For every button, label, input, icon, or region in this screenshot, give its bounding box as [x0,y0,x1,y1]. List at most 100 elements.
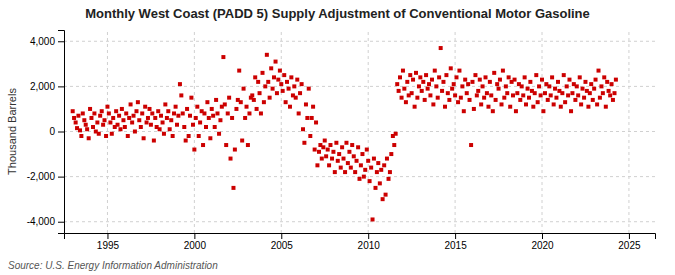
x-tick-mark [194,233,195,239]
point [78,128,82,132]
point [473,73,477,77]
point [171,134,175,138]
point [350,143,354,147]
point [178,82,182,86]
point [334,141,338,145]
point [213,125,217,129]
point [497,87,501,91]
point [404,100,408,104]
point [614,78,618,82]
point [289,75,293,79]
point [431,102,435,106]
point [479,102,483,106]
point [118,127,122,131]
x-tick-mark [629,233,630,239]
point [583,80,587,84]
point [552,102,556,106]
point [546,98,550,102]
point [163,102,167,106]
point [505,91,509,95]
point [408,73,412,77]
point [508,105,512,109]
point [469,143,473,147]
title: Monthly West Coast (PADD 5) Supply Adjus… [85,6,590,21]
y-tick: 0 [49,126,64,137]
y-tick: -4,000 [27,216,64,227]
point [389,152,393,156]
point [365,148,369,152]
point [74,120,78,124]
point [605,80,609,84]
point [245,105,249,109]
point [336,159,340,163]
point [72,116,76,120]
point [231,186,235,190]
point [288,105,292,109]
point [581,87,585,91]
point [397,89,401,93]
x-grid-line [542,30,543,233]
point [539,93,543,97]
point [443,105,447,109]
point [182,125,186,129]
point [262,100,266,104]
point [460,84,464,88]
x-tick-label: 2000 [184,240,207,251]
point [411,78,415,82]
grid [64,30,655,233]
point [243,116,247,120]
point [188,114,192,118]
point [224,143,228,147]
point [88,107,92,111]
point [159,114,163,118]
point [472,107,476,111]
point [526,87,530,91]
point [420,89,424,93]
y-tick-mark [58,41,64,42]
point [437,75,441,79]
point [107,111,111,115]
point [145,120,149,124]
point [450,87,454,91]
x-tick: 1995 [97,233,120,251]
point [478,78,482,82]
point [400,96,404,100]
point [223,102,227,106]
point [576,93,580,97]
point [211,114,215,118]
x-tick-label: 2010 [358,240,381,251]
point [320,157,324,161]
y-grid-line [64,221,655,222]
point [563,100,567,104]
point [541,109,545,113]
point [149,123,153,127]
point [518,98,522,102]
point [375,170,379,174]
point [463,78,467,82]
point [298,91,302,95]
point [371,217,375,221]
x-tick-label: 1995 [97,240,120,251]
point [536,100,540,104]
point [427,82,431,86]
x-tick: 2010 [358,233,381,251]
point [612,91,616,95]
x-tick-label: 2005 [271,240,294,251]
y-axis-line [58,31,65,234]
point [582,96,586,100]
point [123,125,127,129]
point [328,143,332,147]
point [349,166,353,170]
point [317,150,321,154]
point [482,96,486,100]
point [470,80,474,84]
point [501,69,505,73]
point [252,98,256,102]
point [468,98,472,102]
x-tick-mark [455,233,456,239]
point [424,73,428,77]
point [602,75,606,79]
point [146,116,150,120]
chart: 1995200020052010201520202025-4,000-2,000… [0,0,675,275]
point [439,46,443,50]
